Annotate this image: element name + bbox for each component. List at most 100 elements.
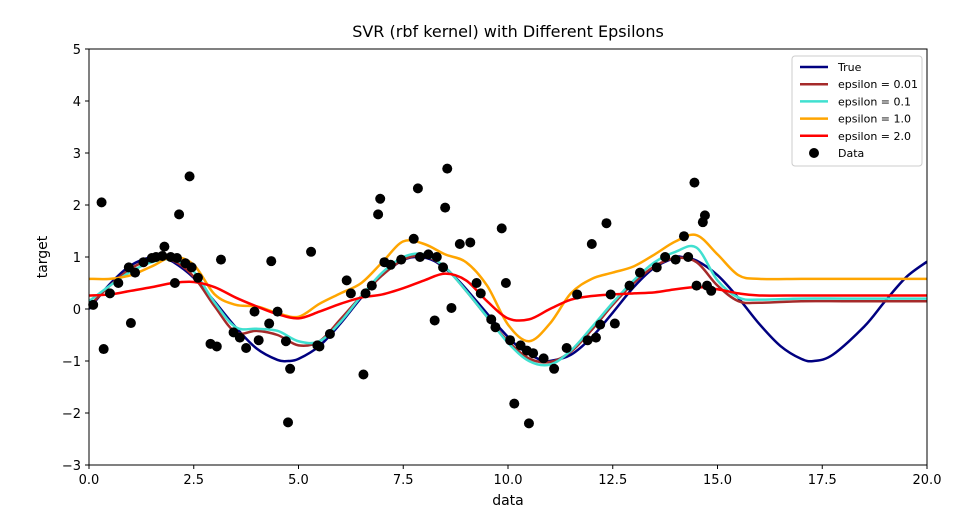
y-tick-label: 3: [73, 147, 81, 162]
data-point: [130, 267, 141, 278]
data-point: [528, 348, 539, 359]
data-point: [408, 233, 419, 244]
data-point: [412, 183, 423, 194]
data-point: [505, 335, 516, 346]
data-point: [609, 318, 620, 329]
x-tick-label: 2.5: [183, 473, 204, 488]
legend-label: epsilon = 1.0: [838, 113, 911, 126]
x-tick-label: 12.5: [598, 473, 627, 488]
x-tick-label: 10.0: [494, 473, 523, 488]
data-point: [314, 341, 325, 352]
data-point: [306, 246, 317, 257]
data-point: [442, 163, 453, 174]
data-point: [373, 209, 384, 220]
data-point: [431, 252, 442, 262]
data-point: [590, 332, 601, 343]
data-point: [385, 259, 396, 270]
data-point: [253, 335, 264, 346]
data-point: [538, 353, 549, 364]
legend-label: epsilon = 0.1: [838, 95, 911, 108]
y-tick-label: −1: [62, 355, 81, 370]
x-tick-label: 15.0: [703, 473, 732, 488]
y-tick-label: 0: [73, 303, 81, 318]
legend-item: epsilon = 2.0: [800, 130, 911, 143]
data-point: [264, 318, 275, 329]
data-point: [423, 249, 434, 260]
data-point: [678, 231, 689, 242]
y-tick-label: 4: [73, 95, 81, 110]
data-point: [582, 335, 593, 346]
data-point: [104, 288, 115, 299]
data-point: [549, 363, 560, 374]
data-point: [572, 289, 583, 300]
data-point: [415, 252, 426, 262]
data-point: [475, 288, 486, 299]
data-point: [670, 254, 681, 265]
legend-label: Data: [838, 147, 864, 160]
y-axis: −3 −2 −1 0 1 2 3 4 5: [62, 43, 89, 474]
data-point: [624, 280, 635, 291]
data-point: [113, 278, 124, 288]
y-tick-label: 5: [73, 43, 81, 58]
data-point: [446, 302, 457, 313]
data-point: [358, 369, 369, 380]
data-point: [471, 278, 482, 288]
data-point: [691, 280, 702, 291]
data-point: [184, 171, 195, 182]
y-tick-label: −2: [62, 407, 81, 422]
data-point: [523, 418, 534, 429]
x-axis-label: data: [492, 493, 524, 509]
data-point: [438, 262, 449, 273]
data-point: [241, 343, 252, 353]
legend-label: epsilon = 0.01: [838, 78, 918, 91]
legend-item: epsilon = 1.0: [800, 113, 911, 126]
data-point: [634, 267, 645, 278]
x-tick-label: 7.5: [393, 473, 414, 488]
data-point: [486, 314, 497, 325]
y-axis-label: target: [35, 235, 51, 278]
series-line-epsilon-1-0: [89, 233, 927, 343]
data-point: [88, 299, 99, 310]
legend: True epsilon = 0.01 epsilon = 0.1 epsilon =…: [791, 55, 923, 167]
series-layer: [89, 233, 927, 367]
x-tick-label: 17.5: [808, 473, 837, 488]
x-tick-label: 0.0: [79, 473, 100, 488]
data-point: [138, 257, 149, 268]
y-tick-label: 2: [73, 199, 81, 214]
x-tick-label: 5.0: [288, 473, 309, 488]
data-point: [440, 202, 451, 213]
data-point: [234, 332, 245, 343]
data-point: [454, 239, 465, 249]
legend-item: Data: [809, 147, 864, 160]
data-point: [689, 177, 700, 188]
data-point: [500, 278, 511, 288]
series-line-epsilon-2-0: [89, 272, 927, 322]
legend-label: epsilon = 2.0: [838, 130, 911, 143]
data-point: [174, 209, 185, 220]
legend-swatch: [809, 148, 819, 158]
y-tick-label: −3: [62, 459, 81, 474]
data-point: [280, 336, 291, 347]
data-point: [396, 254, 407, 265]
series-line-epsilon-0-1: [89, 244, 927, 367]
data-point: [341, 275, 352, 286]
legend-item: True: [800, 61, 862, 74]
data-point: [586, 239, 597, 249]
data-point: [683, 252, 694, 262]
y-tick-label: 1: [73, 251, 81, 266]
legend-item: epsilon = 0.01: [800, 78, 918, 91]
x-axis: 0.0 2.5 5.0 7.5 10.0 12.5 15.0 17.5 20.0: [79, 465, 942, 488]
data-point: [366, 280, 377, 291]
data-point: [186, 262, 197, 273]
data-point: [561, 343, 572, 353]
data-point: [509, 398, 520, 409]
data-point: [249, 306, 260, 317]
data-point: [211, 341, 222, 352]
data-point: [605, 289, 616, 300]
x-tick-label: 20.0: [913, 473, 942, 488]
data-point: [159, 241, 170, 252]
data-point: [285, 363, 296, 374]
data-point: [651, 262, 662, 273]
legend-label: True: [837, 61, 862, 74]
